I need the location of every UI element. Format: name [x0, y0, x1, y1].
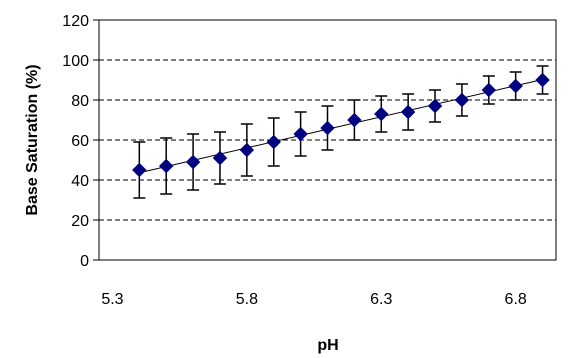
data-point [347, 112, 362, 128]
y-tick-label: 40 [71, 173, 89, 190]
data-point [481, 82, 497, 98]
tick-labels: 0 20 40 60 80 100 120 5.3 5.8 6.3 6.8 [62, 13, 527, 308]
data-point [132, 162, 147, 178]
y-tick-label: 120 [62, 13, 89, 30]
y-tick-label: 100 [62, 53, 89, 70]
data-point [239, 142, 255, 158]
y-tick-label: 20 [71, 213, 89, 230]
data-point [185, 154, 201, 170]
data-point [320, 120, 335, 136]
data-point [427, 98, 443, 114]
data-point [508, 78, 523, 94]
x-tick-label: 6.8 [505, 291, 527, 308]
y-tick-label: 0 [80, 253, 89, 270]
axes [93, 19, 557, 261]
x-tick-label: 5.3 [101, 291, 123, 308]
x-tick-label: 6.3 [370, 291, 392, 308]
y-tick-label: 60 [71, 133, 89, 150]
trendline [139, 78, 543, 174]
data-point [293, 126, 308, 142]
data-point [158, 158, 174, 174]
y-axis-title: Base Saturation (%) [24, 64, 41, 215]
data-points [132, 72, 550, 178]
plot-border [98, 19, 557, 261]
data-point [266, 134, 281, 150]
trendline-group [139, 78, 543, 174]
data-point [374, 106, 389, 122]
x-axis-title: pH [317, 337, 338, 354]
x-tick-label: 5.8 [236, 291, 258, 308]
data-point [212, 150, 228, 166]
data-point [535, 72, 550, 88]
y-tick-label: 80 [71, 93, 89, 110]
data-point [454, 92, 470, 108]
data-point [400, 104, 416, 120]
